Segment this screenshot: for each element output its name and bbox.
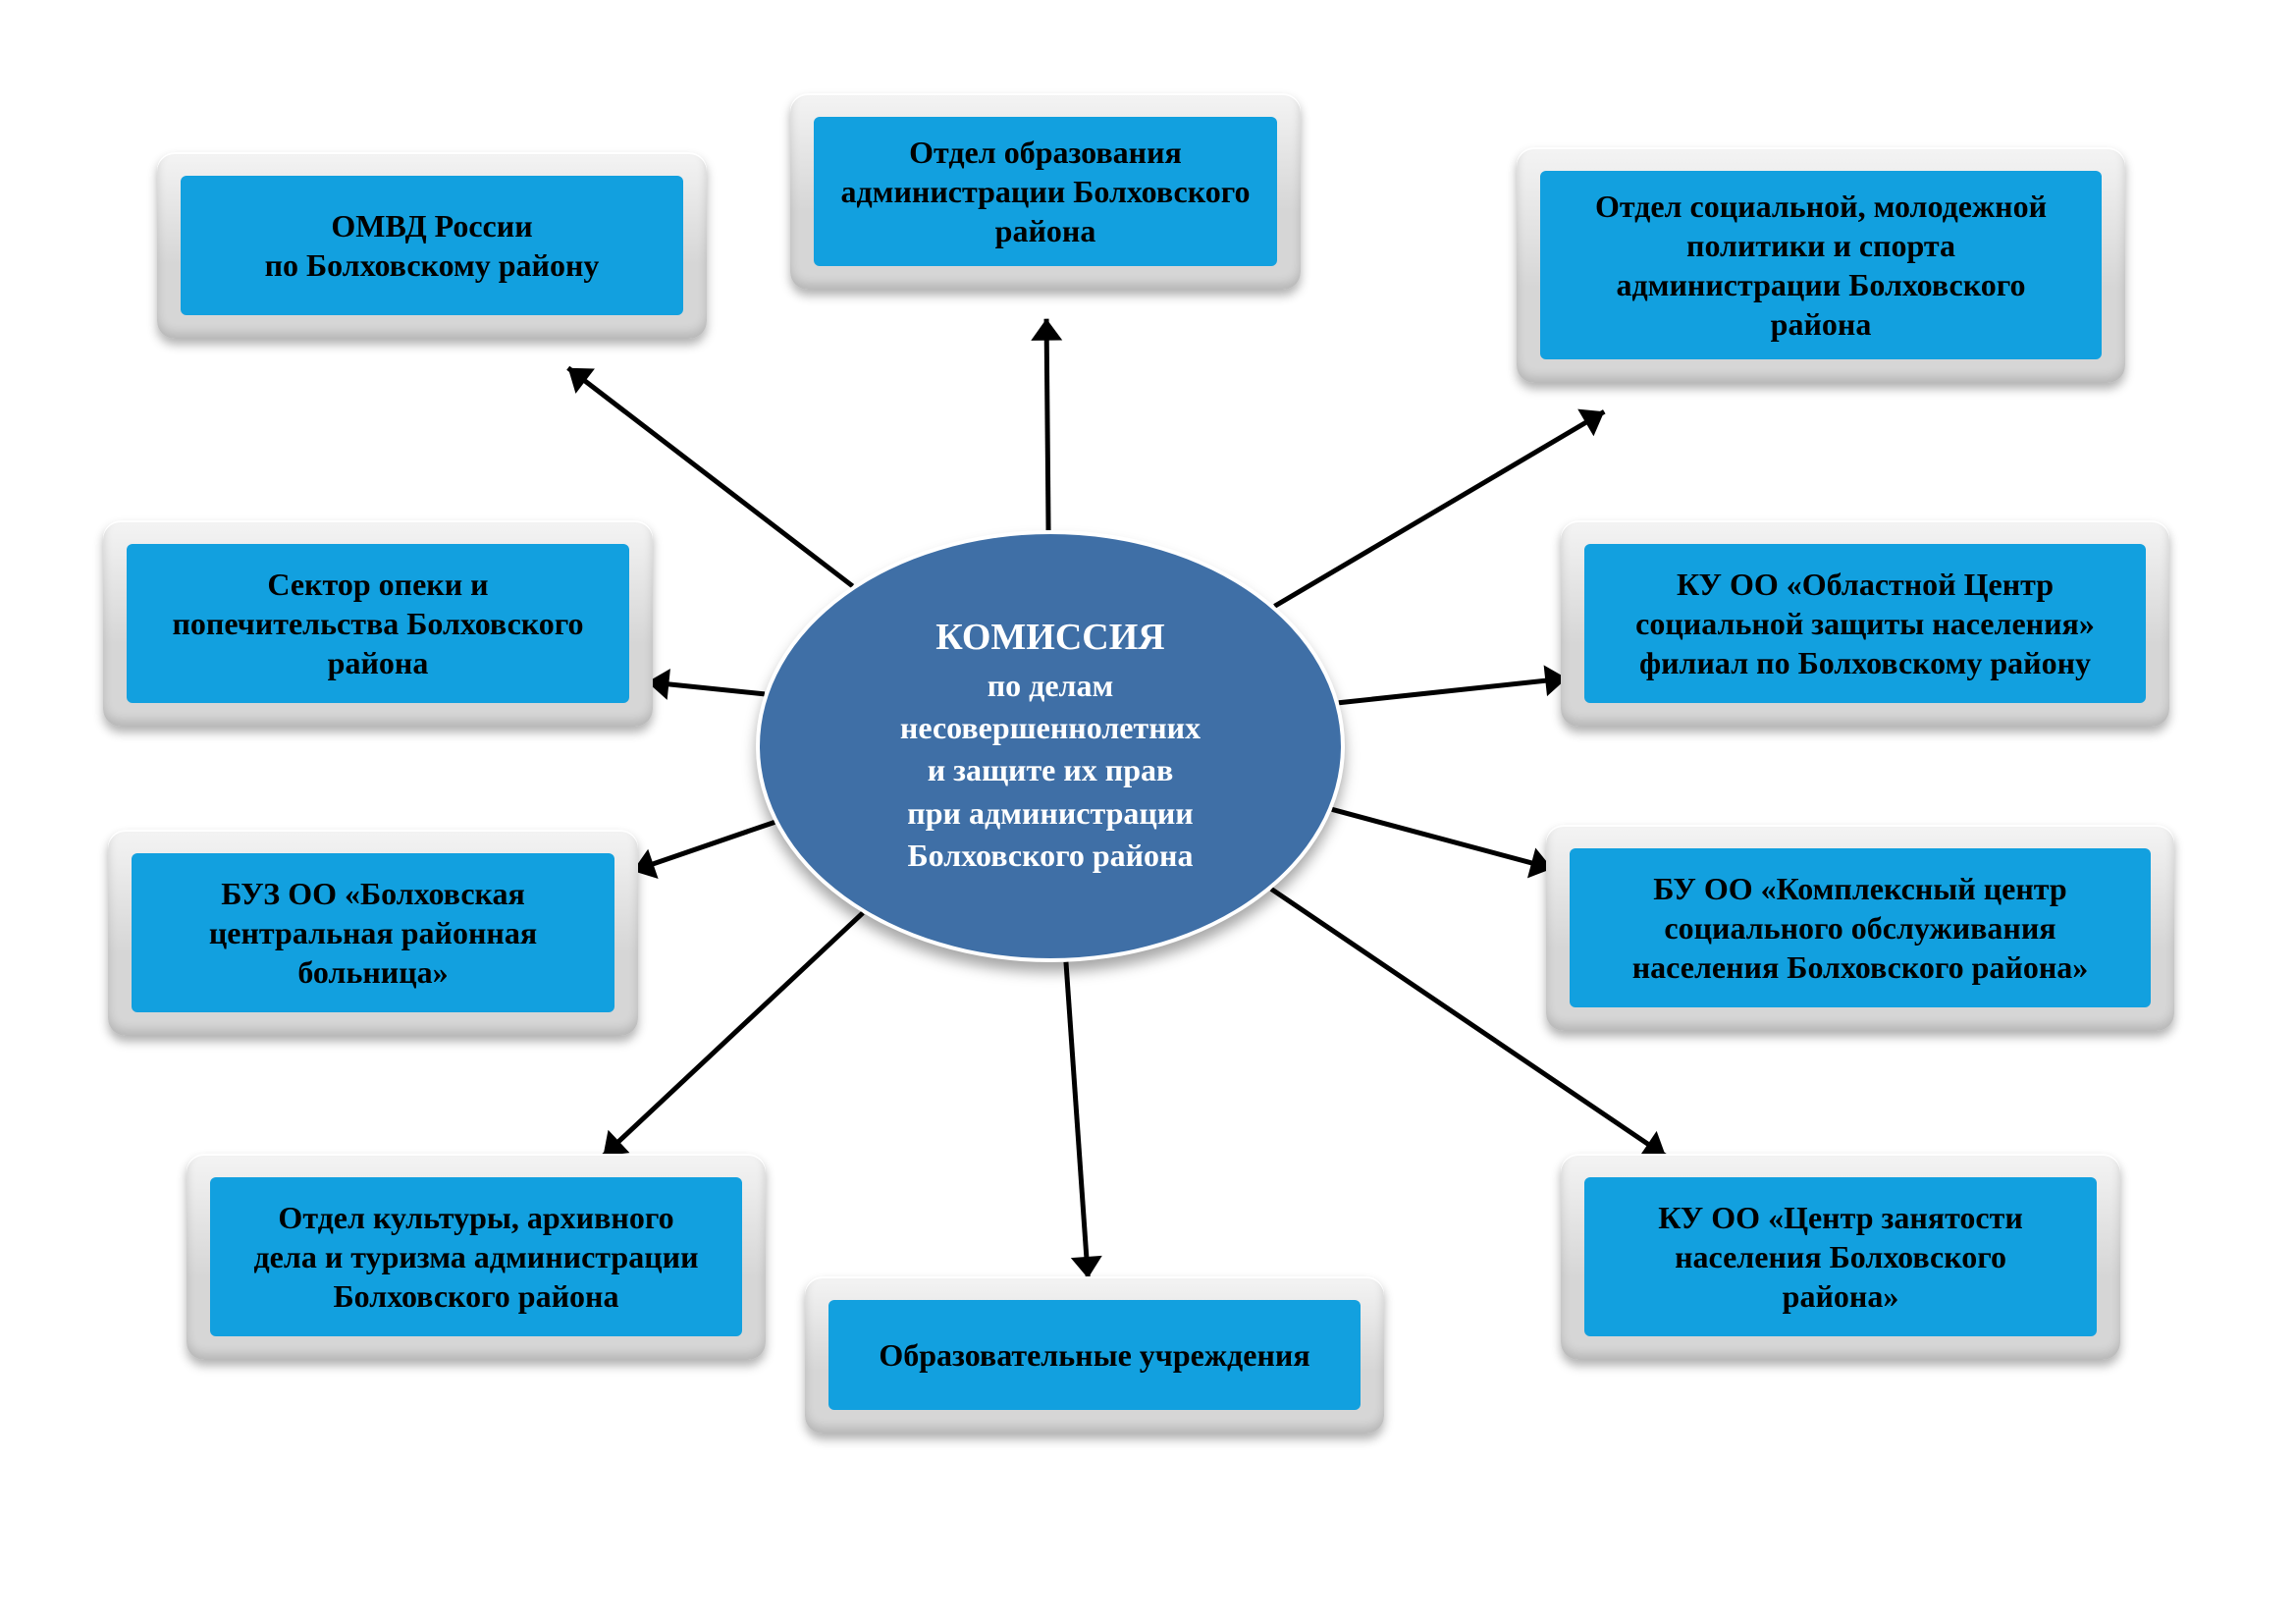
- center-line-4: Болховского района: [908, 835, 1194, 877]
- node-complex-social-service: БУ ОО «Комплексный центрсоциального обсл…: [1546, 825, 2174, 1031]
- node-omvd: ОМВД Россиипо Болховскому району: [157, 152, 707, 339]
- node-label: ОМВД Россиипо Болховскому району: [181, 176, 683, 315]
- node-label: Сектор опеки ипопечительства Болховского…: [127, 544, 629, 703]
- center-line-1: несовершеннолетних: [900, 707, 1201, 749]
- center-ellipse: КОМИССИЯ по делам несовершеннолетних и з…: [756, 530, 1345, 962]
- node-education-dept: Отдел образованияадминистрации Болховско…: [790, 93, 1301, 290]
- center-line-0: по делам: [988, 665, 1114, 707]
- center-line-2: и защите их прав: [928, 749, 1174, 791]
- center-title: КОМИССИЯ: [935, 616, 1164, 659]
- node-label: Отдел культуры, архивногодела и туризма …: [210, 1177, 742, 1336]
- node-regional-social-protection: КУ ОО «Областной Центрсоциальной защиты …: [1561, 520, 2169, 727]
- node-label: КУ ОО «Центр занятостинаселения Болховск…: [1584, 1177, 2097, 1336]
- node-educational-institutions: Образовательные учреждения: [805, 1276, 1384, 1434]
- node-social-youth-sport: Отдел социальной, молодежнойполитики и с…: [1517, 147, 2125, 383]
- node-district-hospital: БУЗ ОО «Болховскаяцентральная районнаябо…: [108, 830, 638, 1036]
- center-line-3: при администрации: [907, 792, 1193, 835]
- node-label: БУ ОО «Комплексный центрсоциального обсл…: [1570, 848, 2151, 1007]
- node-label: Отдел социальной, молодежнойполитики и с…: [1540, 171, 2102, 359]
- node-employment-center: КУ ОО «Центр занятостинаселения Болховск…: [1561, 1154, 2120, 1360]
- diagram-stage: КОМИССИЯ по делам несовершеннолетних и з…: [0, 0, 2296, 1624]
- node-label: Отдел образованияадминистрации Болховско…: [814, 117, 1277, 266]
- center-node: КОМИССИЯ по делам несовершеннолетних и з…: [756, 530, 1345, 962]
- node-culture-archive-tourism: Отдел культуры, архивногодела и туризма …: [187, 1154, 766, 1360]
- node-label: БУЗ ОО «Болховскаяцентральная районнаябо…: [132, 853, 614, 1012]
- node-guardianship-sector: Сектор опеки ипопечительства Болховского…: [103, 520, 653, 727]
- node-label: Образовательные учреждения: [828, 1300, 1361, 1410]
- node-label: КУ ОО «Областной Центрсоциальной защиты …: [1584, 544, 2146, 703]
